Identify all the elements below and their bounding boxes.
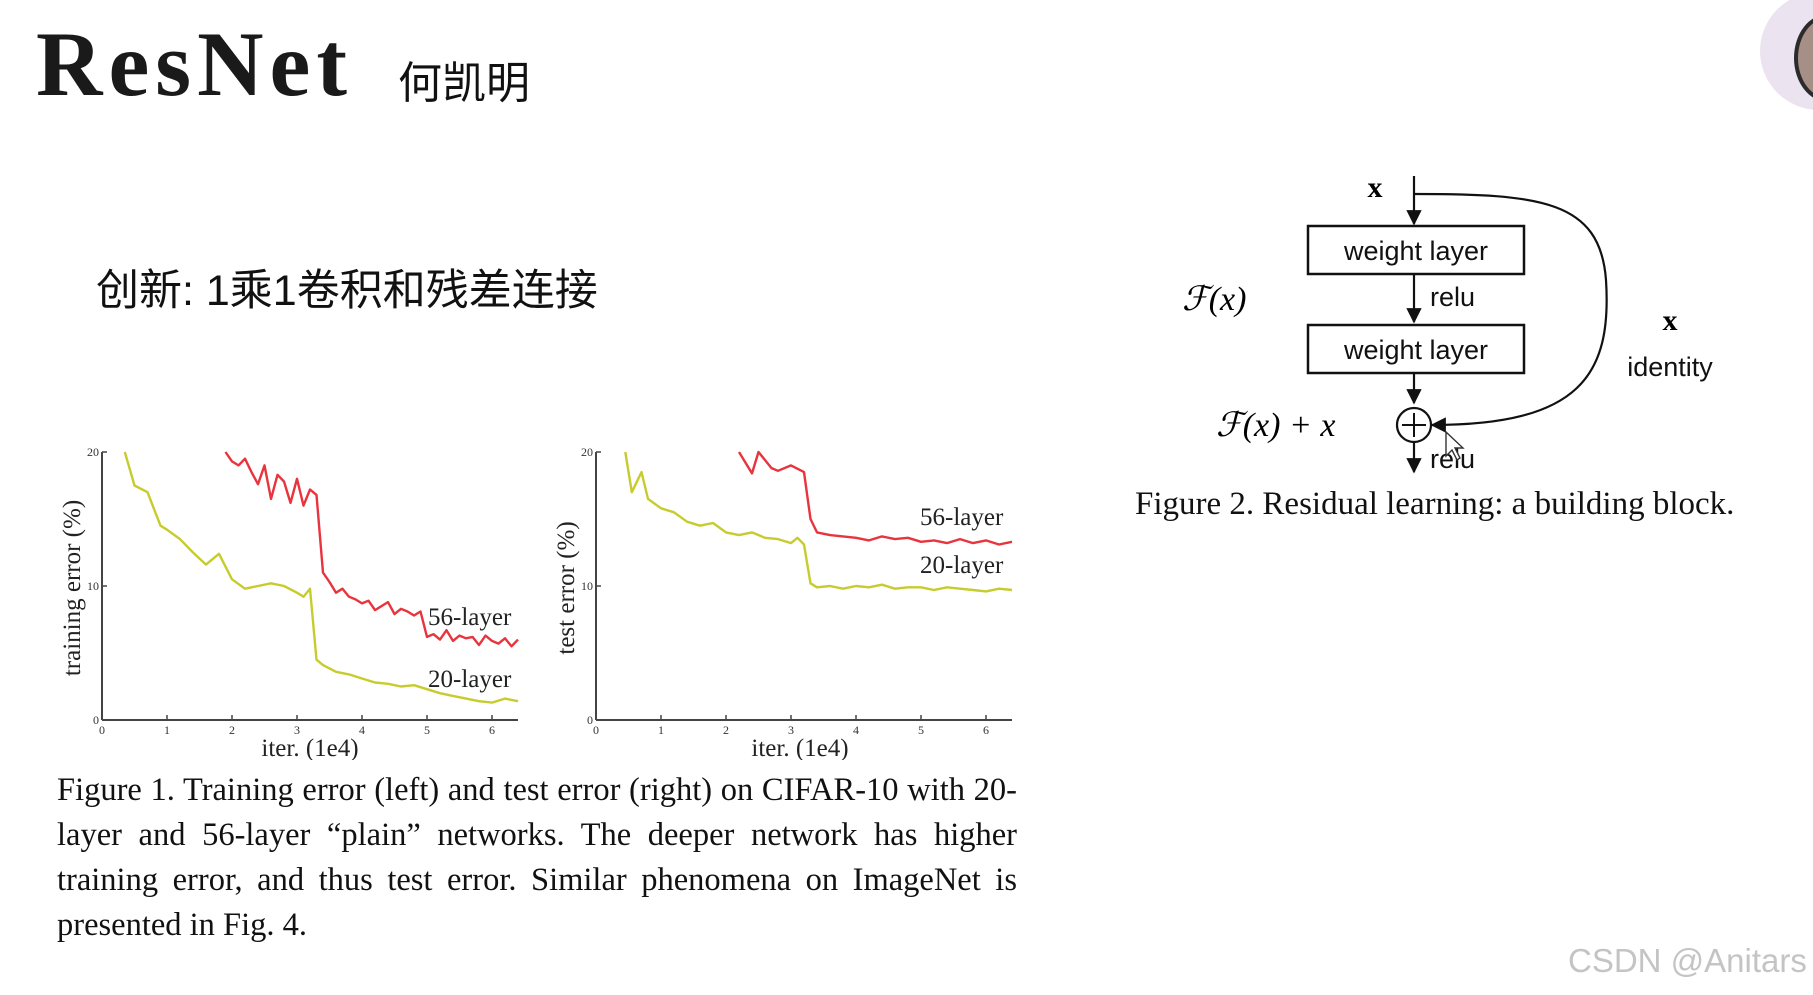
- slide-title: ResNet: [36, 13, 353, 115]
- sum-label: ℱ(x) + x: [1216, 407, 1336, 444]
- slide-subtitle: 创新: 1乘1卷积和残差连接: [96, 267, 598, 315]
- training-error-chart: 0 1 2 3 4 5 6 0 10 20 iter. (1e4) training error …: [59, 445, 519, 760]
- series-line-56-layer: [224, 451, 519, 648]
- skip-connection-path: [1413, 192, 1608, 433]
- weight-layer-box-2: [1306, 323, 1526, 375]
- y-tick-label: 0: [93, 713, 99, 727]
- series-label-56: 56-layer: [428, 604, 512, 631]
- x-tick-label: 3: [788, 723, 794, 737]
- author-name: 何凯明: [398, 59, 530, 108]
- relu-label-1: relu: [1430, 282, 1475, 312]
- residual-block-diagram: x weight layer relu weight layer ℱ(x) ℱ(…: [1182, 171, 1713, 474]
- skip-x-label: x: [1663, 304, 1678, 337]
- x-tick-label: 6: [489, 723, 495, 737]
- fx-label: ℱ(x): [1182, 281, 1246, 318]
- x-tick-label: 0: [99, 723, 105, 737]
- x-axis-title: iter. (1e4): [751, 735, 848, 760]
- x-tick-label: 6: [983, 723, 989, 737]
- series-line-20-layer: [123, 451, 519, 704]
- x-axis-title: iter. (1e4): [261, 735, 358, 760]
- x-tick-label: 1: [658, 723, 664, 737]
- x-tick-label: 3: [294, 723, 300, 737]
- weight-layer-1-label: weight layer: [1343, 236, 1488, 266]
- y-tick-label: 0: [587, 713, 593, 727]
- y-tick-label: 10: [87, 579, 99, 593]
- y-tick-label: 10: [581, 579, 593, 593]
- x-tick-label: 5: [424, 723, 430, 737]
- series-label-20: 20-layer: [428, 666, 512, 693]
- series-line-56-layer: [737, 450, 1013, 546]
- x-tick-label: 0: [593, 723, 599, 737]
- y-tick-label: 20: [581, 445, 593, 459]
- x-tick-label: 2: [723, 723, 729, 737]
- y-axis-title: test error (%): [553, 521, 580, 654]
- identity-label: identity: [1627, 352, 1713, 382]
- figure2-caption: Figure 2. Residual learning: a building …: [1135, 486, 1735, 522]
- watermark: CSDN @Anitars: [1568, 942, 1807, 979]
- x-tick-label: 2: [229, 723, 235, 737]
- figure1-caption: Figure 1. Training error (left) and test…: [57, 772, 1017, 943]
- x-tick-label: 5: [918, 723, 924, 737]
- input-x-label: x: [1368, 171, 1383, 204]
- weight-layer-box-1: [1306, 224, 1526, 276]
- series-line-20-layer: [624, 451, 1013, 593]
- x-tick-label: 4: [359, 723, 365, 737]
- y-tick-label: 20: [87, 445, 99, 459]
- x-tick-label: 4: [853, 723, 859, 737]
- x-tick-label: 1: [164, 723, 170, 737]
- series-label-20: 20-layer: [920, 552, 1004, 579]
- y-axis-title: training error (%): [59, 500, 86, 676]
- cursor-icon: [1445, 430, 1465, 462]
- presenter-avatar: [1760, 0, 1813, 110]
- weight-layer-2-label: weight layer: [1343, 335, 1488, 365]
- avatar-face: [1794, 14, 1813, 102]
- series-label-56: 56-layer: [920, 504, 1004, 531]
